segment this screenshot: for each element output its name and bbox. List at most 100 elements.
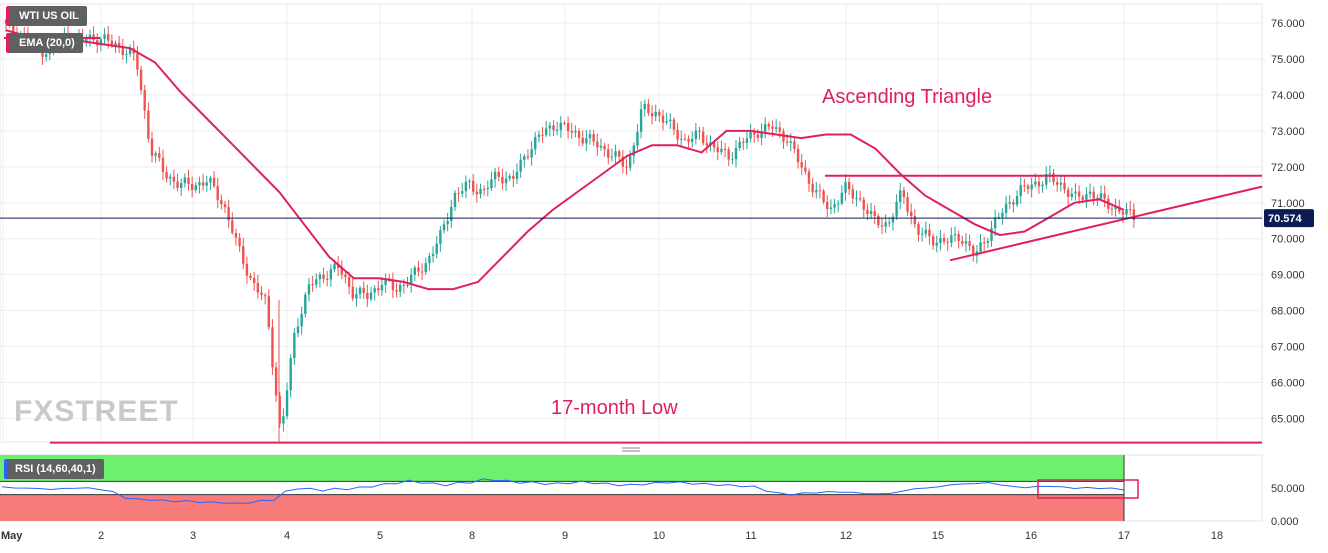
y-tick-label: 70.000 <box>1271 234 1305 246</box>
candle-body <box>329 269 333 280</box>
candle-body <box>1092 191 1095 199</box>
candle-body <box>1125 209 1128 215</box>
candle-body <box>1129 209 1132 211</box>
candle-body <box>745 138 749 143</box>
candle-body <box>417 267 420 272</box>
candle-body <box>12 22 15 32</box>
candle-body <box>983 242 986 244</box>
candle-body <box>165 172 168 179</box>
candle-body <box>508 176 511 179</box>
candle-body <box>931 236 935 246</box>
candle-body <box>774 127 778 129</box>
candle-body <box>1114 206 1117 210</box>
candle-body <box>285 390 289 417</box>
candle-body <box>749 131 752 139</box>
candle-body <box>687 138 690 142</box>
candle-body <box>705 143 708 146</box>
candle-body <box>694 130 698 139</box>
y-tick-label: 65.000 <box>1271 414 1305 426</box>
y-tick-label: 74.000 <box>1271 90 1305 102</box>
candle-body <box>815 190 818 193</box>
candle-body <box>1099 193 1103 199</box>
candle-body <box>377 288 380 291</box>
candle-body <box>796 148 800 163</box>
candle-body <box>201 182 205 186</box>
x-tick-label: 5 <box>377 530 383 542</box>
candle-body <box>683 138 687 140</box>
candle-body <box>986 241 990 243</box>
candle-body <box>760 131 763 139</box>
candle-body <box>599 145 603 148</box>
candle-body <box>369 292 373 300</box>
candle-body <box>139 69 143 91</box>
candle-body <box>793 141 796 149</box>
candle-body <box>439 230 442 244</box>
candle-body <box>234 232 238 238</box>
candle-body <box>654 111 657 117</box>
candle-body <box>574 131 577 133</box>
candle-body <box>548 125 552 129</box>
candle-body <box>953 234 957 236</box>
symbol-legend[interactable]: WTI US OIL <box>6 6 87 26</box>
candle-body <box>607 149 610 158</box>
candle-body <box>304 294 307 314</box>
candle-body <box>979 242 982 252</box>
candle-body <box>928 229 931 237</box>
candle-body <box>731 159 734 161</box>
candle-body <box>431 253 435 257</box>
candle-body <box>271 327 274 368</box>
candle-body <box>993 217 997 229</box>
candle-body <box>322 274 325 279</box>
candle-body <box>636 131 639 146</box>
ema-legend[interactable]: EMA (20,0) <box>6 33 83 53</box>
candle-body <box>409 274 413 285</box>
candle-body <box>833 204 836 208</box>
candle-body <box>906 197 909 212</box>
x-tick-label: 9 <box>562 530 568 542</box>
candle-body <box>647 103 650 114</box>
candle-body <box>147 110 150 139</box>
candle-body <box>665 120 668 123</box>
candle-body <box>242 246 245 264</box>
candle-body <box>738 141 741 148</box>
candle-body <box>176 181 179 188</box>
candle-body <box>888 222 891 224</box>
candle-body <box>873 211 876 216</box>
x-tick-label: 2 <box>98 530 104 542</box>
candle-body <box>800 162 803 168</box>
candle-body <box>399 284 402 292</box>
candle-body <box>519 159 522 172</box>
candle-body <box>1034 181 1037 185</box>
candle-body <box>1121 211 1125 215</box>
rsi-legend[interactable]: RSI (14,60,40,1) <box>4 459 104 479</box>
candle-body <box>1019 185 1022 197</box>
candle-body <box>964 241 968 244</box>
rsi-upper-zone <box>0 455 1124 482</box>
low-annotation: 17-month Low <box>551 397 678 419</box>
candle-body <box>701 131 705 144</box>
candle-body <box>347 277 351 287</box>
candle-body <box>658 111 661 116</box>
candle-body <box>990 228 993 242</box>
y-tick-label: 66.000 <box>1271 378 1305 390</box>
candle-body <box>610 156 614 158</box>
candle-body <box>194 185 197 190</box>
candle-body <box>895 201 898 217</box>
candle-body <box>939 238 942 244</box>
candle-body <box>829 207 833 209</box>
candle-body <box>566 123 570 132</box>
candle-body <box>1045 173 1048 185</box>
candle-body <box>734 147 738 160</box>
candle-body <box>844 182 847 193</box>
candle-body <box>807 171 811 184</box>
price-pane <box>0 3 1263 443</box>
rsi-y-tick-label: 0.000 <box>1271 516 1299 528</box>
candle-body <box>428 256 431 264</box>
candle-body <box>358 287 362 295</box>
rsi-highlight-box <box>1037 479 1139 499</box>
candle-body <box>253 277 256 284</box>
candle-body <box>420 271 424 273</box>
candle-body <box>570 131 573 133</box>
